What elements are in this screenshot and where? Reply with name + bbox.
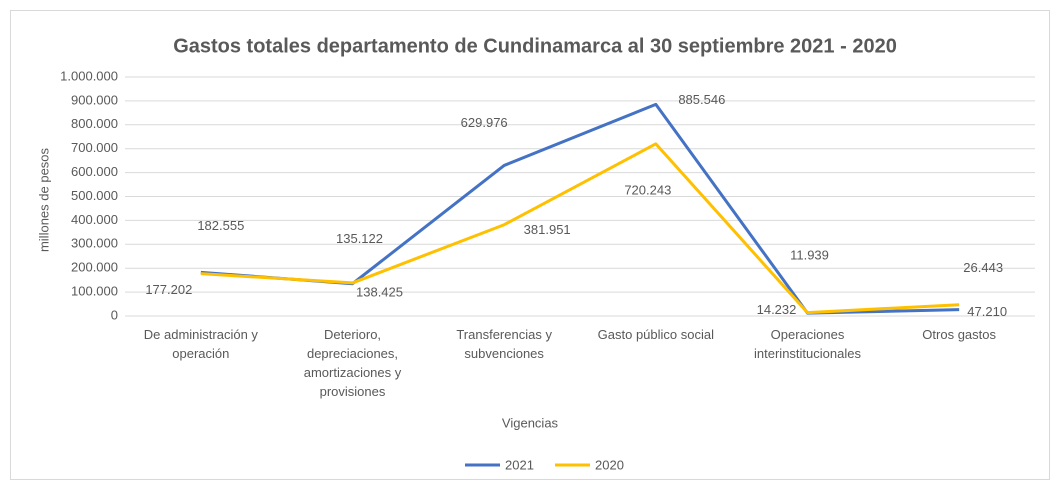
- x-tick-label: Gasto público social: [597, 327, 714, 342]
- data-label: 182.555: [197, 218, 244, 233]
- y-tick-label: 1.000.000: [60, 68, 118, 83]
- data-label: 629.976: [461, 115, 508, 130]
- data-label: 14.232: [757, 302, 797, 317]
- data-label: 138.425: [356, 284, 403, 299]
- x-axis-title: Vigencias: [502, 415, 559, 430]
- y-tick-label: 300.000: [71, 236, 118, 251]
- x-tick-label: Operaciones interinstitucionales: [754, 327, 861, 361]
- data-label: 135.122: [336, 231, 383, 246]
- x-tick-label: Transferencias y subvenciones: [456, 327, 552, 361]
- y-tick-label: 600.000: [71, 164, 118, 179]
- y-tick-label: 0: [111, 307, 118, 322]
- data-label: 177.202: [145, 282, 192, 297]
- chart-border: [10, 10, 1050, 480]
- x-tick-label: Otros gastos: [922, 327, 996, 342]
- data-label: 26.443: [963, 260, 1003, 275]
- series-line: [200, 142, 960, 315]
- y-tick-label: 500.000: [71, 188, 118, 203]
- y-tick-label: 400.000: [71, 212, 118, 227]
- x-tick-label: Deterioro, depreciaciones, amortizacione…: [303, 327, 402, 399]
- chart-title: Gastos totales departamento de Cundinama…: [173, 35, 897, 57]
- data-label: 720.243: [624, 182, 671, 197]
- y-tick-label: 700.000: [71, 140, 118, 155]
- data-label: 47.210: [967, 304, 1007, 319]
- data-label: 11.939: [790, 248, 829, 263]
- y-tick-label: 100.000: [71, 284, 118, 299]
- y-tick-label: 200.000: [71, 260, 118, 275]
- data-label: 381.951: [524, 222, 571, 237]
- y-axis-title: millones de pesos: [36, 147, 51, 252]
- legend-label: 2020: [595, 457, 624, 472]
- y-tick-label: 800.000: [71, 116, 118, 131]
- x-tick-label: De administración y operación: [143, 327, 258, 361]
- legend-label: 2021: [505, 457, 534, 472]
- data-label: 885.546: [678, 92, 725, 107]
- y-tick-label: 900.000: [71, 92, 118, 107]
